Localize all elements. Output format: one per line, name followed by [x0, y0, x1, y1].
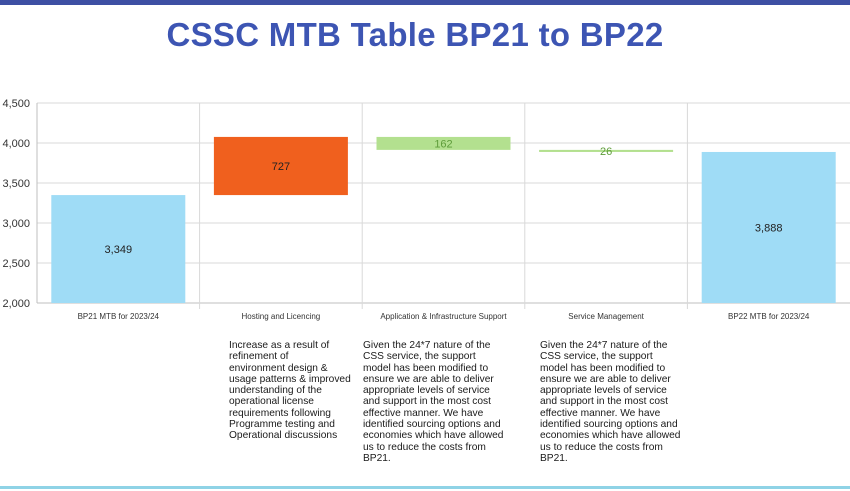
- data-label: 3,349: [105, 244, 133, 256]
- x-category-label: Service Management: [568, 312, 644, 321]
- bars: [51, 136, 836, 303]
- x-category-label: BP22 MTB for 2023/24: [728, 312, 810, 321]
- data-label: 3,888: [755, 222, 783, 234]
- bar: [701, 151, 836, 303]
- axes: 2,000 2,500 3,000 3,500 4,000 4,500 BP21 MTB f…: [2, 98, 809, 321]
- data-labels: 3,349 727 162 26 3,888: [105, 138, 783, 256]
- x-category-label: Application & Infrastructure Support: [380, 312, 507, 321]
- bar: [539, 149, 674, 152]
- slide-title: CSSC MTB Table BP21 to BP22: [166, 16, 664, 53]
- waterfall-chart: 3,349 727 162 26 3,888 2,000 2,500 3,000 3,500 4…: [2, 98, 850, 321]
- y-tick-label: 2,000: [2, 298, 30, 310]
- x-category-label: BP21 MTB for 2023/24: [78, 312, 160, 321]
- data-label: 162: [434, 138, 452, 150]
- y-tick-label: 4,000: [2, 138, 30, 150]
- note-hosting-and-licencing: Increase as a result of refinement of en…: [229, 340, 351, 442]
- y-tick-label: 2,500: [2, 258, 30, 270]
- y-tick-label: 3,500: [2, 178, 30, 190]
- bar: [376, 136, 511, 150]
- top-accent-bar: [0, 0, 850, 5]
- note-service-management: Given the 24*7 nature of the CSS service…: [540, 340, 681, 464]
- bar: [51, 195, 186, 303]
- note-application-infrastructure-support: Given the 24*7 nature of the CSS service…: [363, 340, 504, 464]
- bottom-divider: [0, 486, 850, 489]
- x-category-label: Hosting and Licencing: [242, 312, 321, 321]
- data-label: 727: [272, 161, 290, 173]
- data-label: 26: [600, 146, 612, 158]
- y-tick-label: 3,000: [2, 218, 30, 230]
- y-tick-label: 4,500: [2, 98, 30, 110]
- bar: [213, 136, 348, 196]
